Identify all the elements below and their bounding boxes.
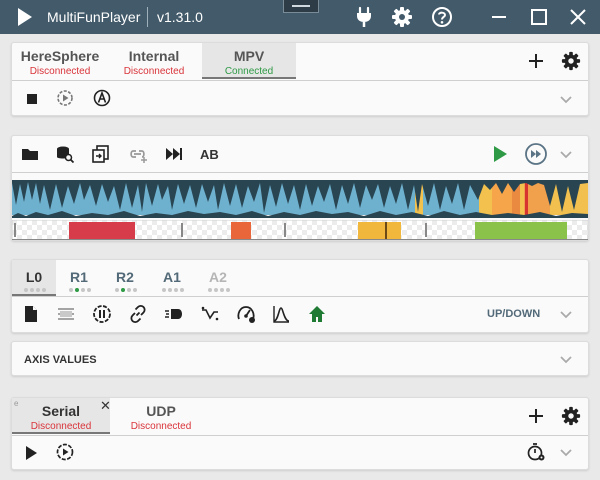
output-settings-gear-icon[interactable] <box>561 406 581 426</box>
heatmap-segment <box>231 222 251 239</box>
tab-label: Internal <box>128 48 180 64</box>
tab-label: MPV <box>233 48 265 64</box>
tab-axis-r1[interactable]: R1 <box>57 260 101 296</box>
play-icon[interactable] <box>490 144 510 164</box>
axis-values-label: AXIS VALUES <box>24 354 97 366</box>
app-version: v1.31.0 <box>157 9 203 25</box>
settings-gear-icon[interactable] <box>391 6 413 28</box>
media-card: AB <box>11 135 589 241</box>
speedometer-icon[interactable] <box>236 304 256 324</box>
link-icon[interactable] <box>128 304 148 324</box>
status-dots <box>162 288 186 292</box>
tab-axis-a2[interactable]: A2 <box>196 260 240 296</box>
tab-status: Disconnected <box>30 421 92 432</box>
status-dots <box>24 288 48 292</box>
window-drag-grip[interactable] <box>283 0 319 13</box>
maximize-icon[interactable] <box>528 6 550 28</box>
source-settings-gear-icon[interactable] <box>561 51 581 71</box>
skip-forward-icon[interactable] <box>164 144 184 164</box>
tab-serial[interactable]: e Serial Disconnected <box>12 398 110 434</box>
tab-label: HereSphere <box>20 48 100 64</box>
axis-values-card[interactable]: AXIS VALUES <box>11 341 589 376</box>
title-separator <box>147 7 148 27</box>
status-dots <box>115 288 139 292</box>
auto-connect-icon[interactable] <box>55 88 75 108</box>
divider <box>12 80 588 81</box>
divider <box>12 435 588 436</box>
heatmap-segment <box>475 222 567 239</box>
tab-label: UDP <box>146 403 176 419</box>
tab-status: Disconnected <box>29 66 91 77</box>
tab-status: Disconnected <box>123 66 185 77</box>
search-database-icon[interactable] <box>55 144 75 164</box>
add-output-icon[interactable] <box>526 406 546 426</box>
pause-circle-icon[interactable] <box>92 304 112 324</box>
tab-udp[interactable]: UDP Disconnected <box>112 398 210 434</box>
app-name: MultiFunPlayer <box>47 9 141 25</box>
ab-loop-button[interactable]: AB <box>200 147 219 162</box>
home-icon[interactable] <box>307 304 327 324</box>
auto-start-icon[interactable] <box>55 442 75 462</box>
tab-internal[interactable]: Internal Disconnected <box>108 43 200 79</box>
axes-card: L0 R1 R2 A1 A2 <box>11 259 589 333</box>
script-swap-icon[interactable] <box>91 144 111 164</box>
chevron-down-icon[interactable] <box>558 146 574 162</box>
distribution-curve-icon[interactable] <box>271 304 291 324</box>
script-file-icon[interactable] <box>21 304 41 324</box>
fast-forward-icon[interactable] <box>524 142 548 166</box>
plugin-icon[interactable] <box>353 6 375 28</box>
range-icon[interactable] <box>56 304 76 324</box>
speed-icon[interactable] <box>164 304 184 324</box>
status-dots <box>69 288 93 292</box>
add-icon[interactable] <box>526 51 546 71</box>
tab-label: Serial <box>41 403 81 419</box>
divider <box>12 296 588 297</box>
close-tab-icon[interactable]: ✕ <box>100 398 111 413</box>
chevron-down-icon[interactable] <box>558 91 574 107</box>
tab-axis-r2[interactable]: R2 <box>103 260 147 296</box>
tab-label: A1 <box>163 269 181 285</box>
divider <box>12 172 588 173</box>
heatmap-segment <box>69 222 135 239</box>
play-output-icon[interactable] <box>21 443 41 463</box>
tab-mpv[interactable]: MPV Connected <box>202 43 296 79</box>
output-card: e Serial Disconnected ✕ UDP Disconnected <box>11 397 589 470</box>
script-waveform <box>12 180 588 218</box>
tab-status: Disconnected <box>130 421 192 432</box>
status-dots <box>208 288 232 292</box>
heatmap-strip <box>12 220 588 240</box>
close-window-icon[interactable] <box>567 6 589 28</box>
help-icon[interactable] <box>431 6 453 28</box>
stop-icon[interactable] <box>22 89 42 109</box>
edit-icon[interactable]: e <box>14 399 19 408</box>
tab-status: Connected <box>224 66 274 77</box>
minimize-icon[interactable] <box>488 6 510 28</box>
tab-axis-l0[interactable]: L0 <box>12 260 56 296</box>
tab-label: R2 <box>116 269 134 285</box>
open-folder-icon[interactable] <box>20 144 40 164</box>
chevron-down-icon[interactable] <box>558 351 574 367</box>
tab-label: A2 <box>209 269 227 285</box>
link-add-icon[interactable] <box>128 144 148 164</box>
timer-settings-icon[interactable] <box>526 442 546 462</box>
chevron-down-icon[interactable] <box>558 306 574 322</box>
play-logo-icon <box>18 8 32 26</box>
tab-label: L0 <box>25 269 43 285</box>
tab-heresphere[interactable]: HereSphere Disconnected <box>12 43 108 79</box>
tab-label: R1 <box>70 269 88 285</box>
heatmap-segment <box>358 222 401 239</box>
tab-axis-a1[interactable]: A1 <box>150 260 194 296</box>
motion-provider-label: UP/DOWN <box>487 308 541 320</box>
auto-mode-icon[interactable] <box>92 88 112 108</box>
title-bar: MultiFunPlayer v1.31.0 <box>0 0 600 34</box>
chevron-down-icon[interactable] <box>558 444 574 460</box>
smoothing-curve-icon[interactable] <box>200 304 220 324</box>
media-source-card: HereSphere Disconnected Internal Disconn… <box>11 42 589 116</box>
